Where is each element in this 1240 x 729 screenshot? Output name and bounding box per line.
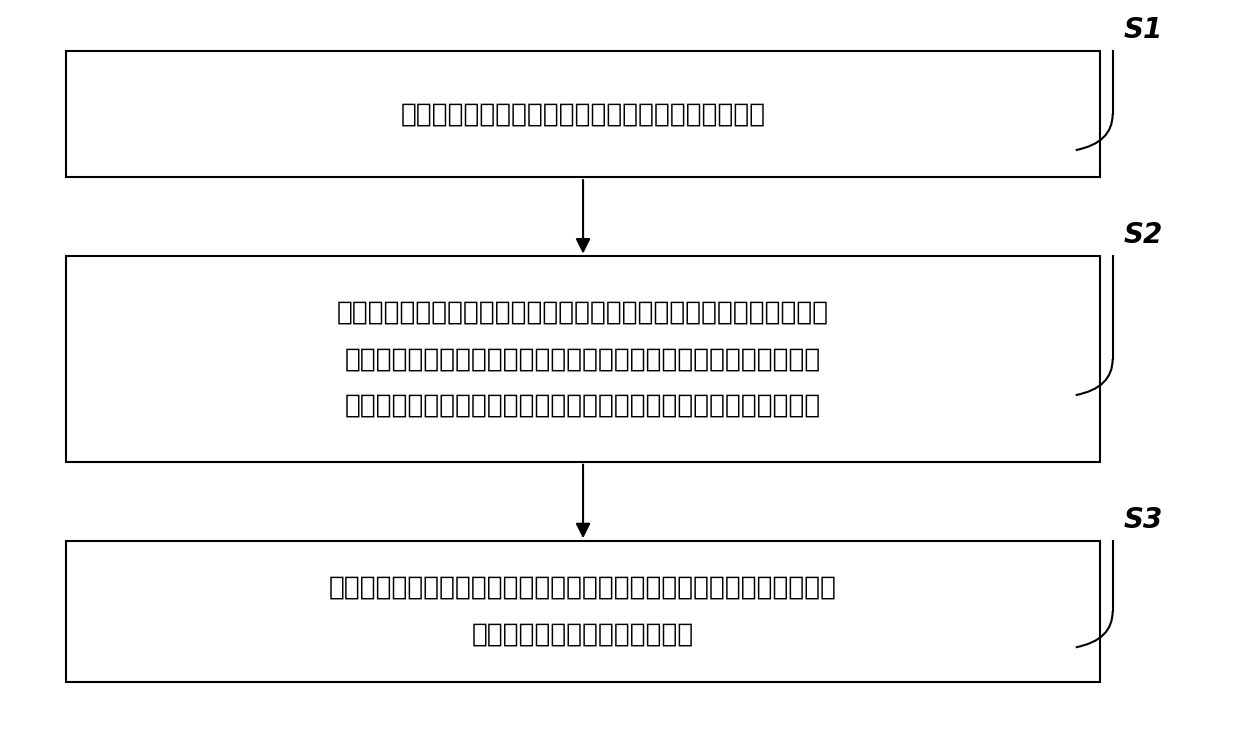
Text: S3: S3 [1123,506,1163,534]
Text: 向，测量获得天然裂缝与所述参考方向的夹角，以垂直于岩心轴线的: 向，测量获得天然裂缝与所述参考方向的夹角，以垂直于岩心轴线的 [345,346,821,372]
Text: S1: S1 [1123,16,1163,44]
Bar [66,51,1100,177]
Text: 缝视倾角，进行水平井裂缝表征: 缝视倾角，进行水平井裂缝表征 [472,622,694,648]
Text: 利用所述井斜方位角、井斜角、天然裂缝与所述参考方向的夹角及天然裂: 利用所述井斜方位角、井斜角、天然裂缝与所述参考方向的夹角及天然裂 [329,575,837,601]
Text: 根据水平段岩心资料，沿水平段岩心轴线以水平井延伸方向作为参考方: 根据水平段岩心资料，沿水平段岩心轴线以水平井延伸方向作为参考方 [337,299,830,325]
Text: S2: S2 [1123,221,1163,249]
Text: 根据水平井资料，获取水平段的井斜方位角及井斜角: 根据水平井资料，获取水平段的井斜方位角及井斜角 [401,101,765,127]
Text: 平面为视水平面，判断天然裂缝的视倾向，测量获得天然裂缝视倾角: 平面为视水平面，判断天然裂缝的视倾向，测量获得天然裂缝视倾角 [345,393,821,419]
Bar [66,257,1100,461]
Bar [66,541,1100,682]
